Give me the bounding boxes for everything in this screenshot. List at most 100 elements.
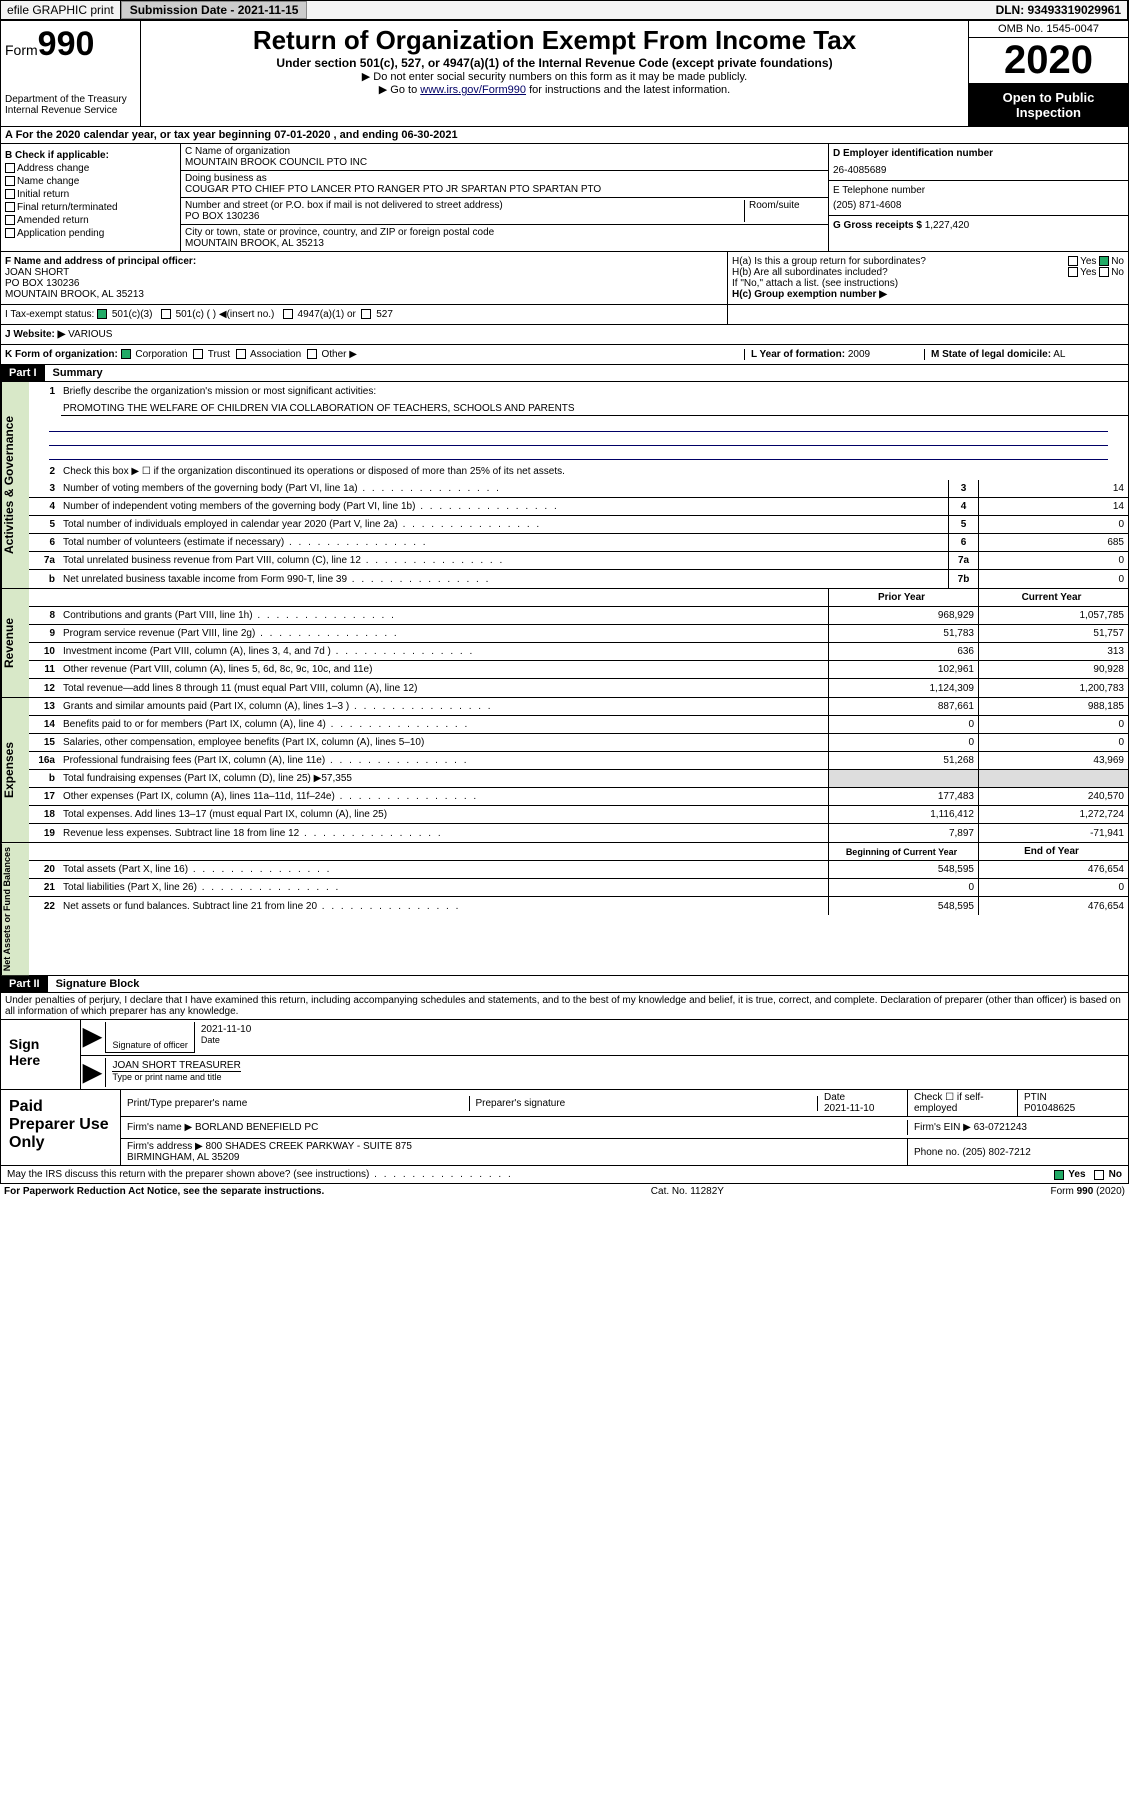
chk-final-return[interactable]: Final return/terminated [5,202,176,213]
discuss-yes-chk[interactable] [1054,1170,1064,1180]
l-value: 2009 [848,349,870,360]
chk-other[interactable] [307,349,317,359]
phone-value: (205) 871-4608 [833,200,1124,211]
paid-right: Print/Type preparer's name Preparer's si… [121,1090,1128,1165]
p17: 177,483 [828,788,978,805]
hb-no-chk[interactable] [1099,267,1109,277]
open-inspection: Open to Public Inspection [969,84,1128,126]
c17: 240,570 [978,788,1128,805]
chk-address-change[interactable]: Address change [5,163,176,174]
sig-date-label: Date [201,1035,388,1045]
c15: 0 [978,734,1128,751]
block-h: H(a) Is this a group return for subordin… [728,252,1128,304]
discuss-no-chk[interactable] [1094,1170,1104,1180]
prep-selfemp[interactable]: Check ☐ if self-employed [908,1090,1018,1116]
l13: Grants and similar amounts paid (Part IX… [61,700,828,713]
opt-4947: 4947(a)(1) or [298,309,356,320]
website-label: J Website: ▶ [5,329,65,340]
city-value: MOUNTAIN BROOK, AL 35213 [185,238,824,249]
entity-block: B Check if applicable: Address change Na… [0,144,1129,252]
p16a: 51,268 [828,752,978,769]
chk-4947[interactable] [283,309,293,319]
hb-note: If "No," attach a list. (see instruction… [732,278,1124,289]
sign-right: ▶ Signature of officer 2021-11-10 Date ▶… [81,1020,1128,1089]
c16a: 43,969 [978,752,1128,769]
p20: 548,595 [828,861,978,878]
line7b-val: 0 [978,570,1128,588]
opt-pending: Application pending [17,228,104,239]
line3-desc: Number of voting members of the governin… [61,482,948,495]
chk-527[interactable] [361,309,371,319]
p16b-grey [828,770,978,787]
p22: 548,595 [828,897,978,915]
officer-name: JOAN SHORT [5,267,723,278]
gross-label: G Gross receipts $ [833,220,922,231]
l-label: L Year of formation: [751,349,845,360]
signer-name-label: Type or print name and title [112,1072,240,1082]
dept-treasury: Department of the Treasury [5,94,136,105]
line5-desc: Total number of individuals employed in … [61,518,948,531]
firm-phone-cell: Phone no. (205) 802-7212 [908,1145,1128,1160]
entity-right: D Employer identification number 26-4085… [828,144,1128,251]
dln-label: DLN: 93493319029961 [990,1,1128,19]
form-number: Form990 [5,25,136,64]
opt-other: Other ▶ [321,349,356,360]
opt-name: Name change [17,176,79,187]
c14: 0 [978,716,1128,733]
p8: 968,929 [828,607,978,624]
l15: Salaries, other compensation, employee b… [61,736,828,749]
p12: 1,124,309 [828,679,978,697]
submission-date-button[interactable]: Submission Date - 2021-11-15 [121,1,308,19]
prep-name-label: Print/Type preparer's name [121,1096,470,1111]
block-b-header: B Check if applicable: [5,150,176,161]
hb-yes: Yes [1080,267,1096,278]
p11: 102,961 [828,661,978,678]
revenue-table: Revenue Prior YearCurrent Year 8Contribu… [0,589,1129,698]
opt-corp: Corporation [135,349,187,360]
city-label: City or town, state or province, country… [185,227,824,238]
col-begin: Beginning of Current Year [828,843,978,860]
chk-corp[interactable] [121,349,131,359]
opt-address: Address change [17,163,89,174]
ha-no-chk[interactable] [1099,256,1109,266]
part2-bar: Part II Signature Block [0,976,1129,993]
col-current: Current Year [978,589,1128,606]
addr-label: Number and street (or P.O. box if mail i… [185,200,744,211]
c21: 0 [978,879,1128,896]
col-prior: Prior Year [828,589,978,606]
chk-name-change[interactable]: Name change [5,176,176,187]
c9: 51,757 [978,625,1128,642]
addr-row: Number and street (or P.O. box if mail i… [181,198,828,225]
irs-link[interactable]: www.irs.gov/Form990 [420,84,526,96]
ha-yes-chk[interactable] [1068,256,1078,266]
part2-hdr: Part II [1,976,48,992]
chk-trust[interactable] [193,349,203,359]
c13: 988,185 [978,698,1128,715]
discuss-text: May the IRS discuss this return with the… [7,1169,1054,1180]
dept-irs: Internal Revenue Service [5,105,136,116]
p14: 0 [828,716,978,733]
paid-here: Paid Preparer Use Only [1,1090,121,1165]
firm-ein-cell: Firm's EIN ▶ 63-0721243 [908,1120,1128,1135]
form-990: 990 [38,25,95,63]
header-left: Form990 Department of the Treasury Inter… [1,21,141,126]
block-g: G Gross receipts $ 1,227,420 [829,216,1128,235]
dba-row: Doing business as COUGAR PTO CHIEF PTO L… [181,171,828,198]
chk-501c[interactable] [161,309,171,319]
opt-initial: Initial return [17,189,69,200]
form-title: Return of Organization Exempt From Incom… [145,25,964,56]
line7b-desc: Net unrelated business taxable income fr… [61,573,948,586]
form-prefix: Form [5,42,38,58]
c20: 476,654 [978,861,1128,878]
firm-phone-label: Phone no. [914,1147,960,1158]
hb-label: H(b) Are all subordinates included? [732,267,888,278]
p13: 887,661 [828,698,978,715]
line4-desc: Number of independent voting members of … [61,500,948,513]
chk-application-pending[interactable]: Application pending [5,228,176,239]
hb-yes-chk[interactable] [1068,267,1078,277]
firm-addr-cell: Firm's address ▶ 800 SHADES CREEK PARKWA… [121,1139,908,1165]
chk-501c3[interactable] [97,309,107,319]
chk-initial-return[interactable]: Initial return [5,189,176,200]
chk-assoc[interactable] [236,349,246,359]
chk-amended-return[interactable]: Amended return [5,215,176,226]
